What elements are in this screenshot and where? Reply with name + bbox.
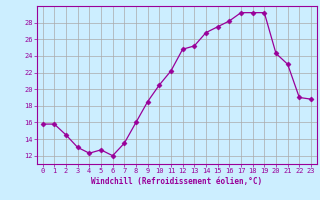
X-axis label: Windchill (Refroidissement éolien,°C): Windchill (Refroidissement éolien,°C) xyxy=(91,177,262,186)
